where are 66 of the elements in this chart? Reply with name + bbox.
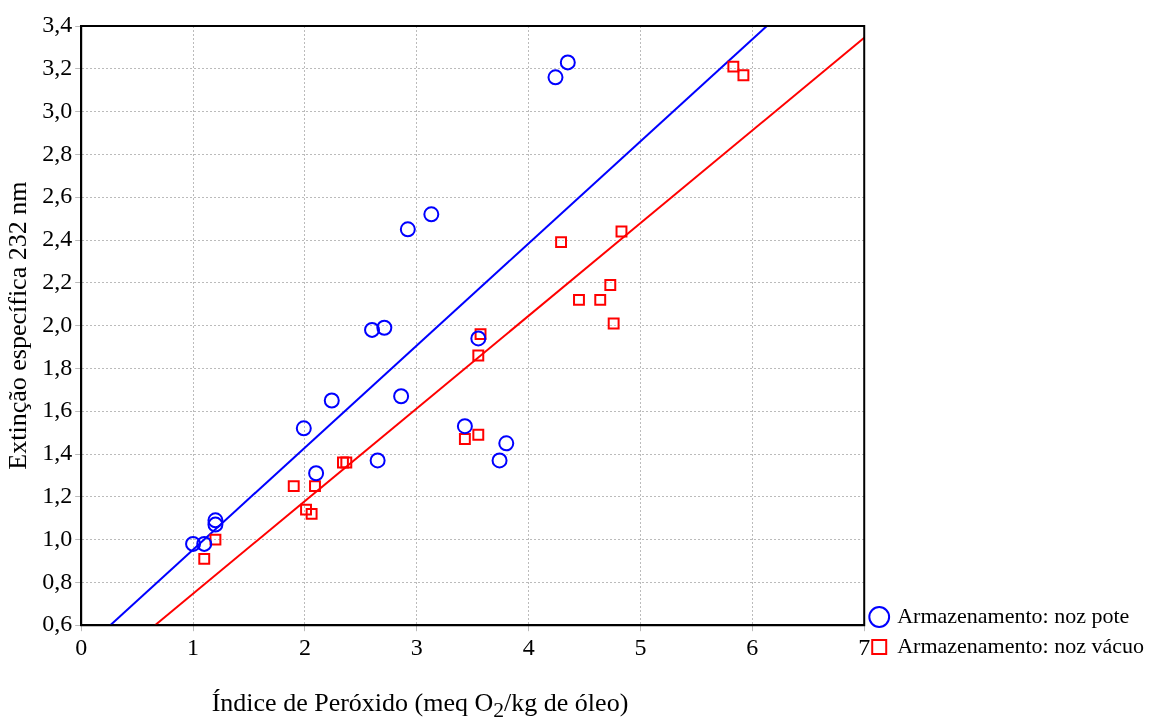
point [207, 516, 224, 533]
point [198, 552, 211, 565]
point [737, 69, 750, 82]
point [498, 435, 515, 452]
y-tick-label: 2,4 [42, 225, 73, 252]
x-tick-label: 1 [187, 633, 200, 660]
point [309, 480, 321, 493]
x-tick-label: 4 [522, 633, 535, 660]
y-tick-label: 1,2 [42, 482, 73, 509]
point [573, 293, 585, 306]
y-tick-label: 1,8 [42, 353, 73, 380]
y-tick-label: 2,0 [42, 310, 73, 337]
point [555, 236, 568, 249]
point [295, 420, 312, 437]
y-tick-label: 3,4 [42, 11, 73, 38]
point [287, 480, 300, 493]
x-tick-label: 6 [746, 633, 759, 660]
y-tick-label: 1,0 [42, 524, 73, 551]
y-tick-label: 0,6 [42, 610, 73, 637]
point [458, 433, 471, 445]
x-axis-title: Índice de Peróxido (meq O$_{2}$/kg de óleo) [210, 688, 630, 724]
point [209, 533, 222, 546]
y-tick-label: 3,0 [42, 96, 73, 123]
x-tick-label: 2 [298, 633, 311, 660]
point [472, 349, 485, 362]
point [456, 418, 473, 435]
point [594, 293, 607, 306]
point [423, 206, 440, 223]
point [472, 428, 485, 441]
y-tick-label: 0,8 [42, 567, 73, 594]
y-tick-label: 2,6 [42, 182, 73, 209]
point [607, 317, 620, 330]
point [369, 452, 386, 469]
point [727, 60, 740, 73]
y-axis-title: Extinção específica 232 nm [3, 181, 33, 470]
point [364, 321, 381, 338]
legend-label: Armazenamento: noz vácuo [897, 632, 1144, 658]
point [337, 456, 349, 469]
point [559, 54, 576, 71]
y-tick-label: 1,4 [42, 439, 73, 466]
point [207, 512, 224, 529]
legend-label: Armazenamento: noz pote [897, 602, 1130, 628]
point [615, 225, 628, 238]
x-tick-label: 0 [75, 633, 88, 660]
point [323, 392, 340, 409]
point [308, 465, 325, 482]
point [393, 388, 410, 405]
point [474, 328, 487, 341]
point [604, 278, 617, 291]
y-tick-label: 3,2 [42, 54, 73, 81]
point [185, 535, 202, 552]
y-tick-label: 2,8 [42, 139, 73, 166]
x-tick-label: 3 [410, 633, 423, 660]
y-tick-label: 2,2 [42, 268, 73, 295]
point [376, 319, 393, 336]
x-tick-label: 5 [634, 633, 647, 660]
point [196, 535, 213, 552]
y-tick-label: 1,6 [42, 396, 73, 423]
point [305, 507, 318, 520]
x-tick-label: 7 [858, 633, 871, 660]
point [491, 452, 508, 469]
point [399, 221, 416, 238]
point [340, 456, 353, 469]
point [547, 69, 564, 86]
point [470, 330, 487, 347]
point [300, 503, 312, 516]
